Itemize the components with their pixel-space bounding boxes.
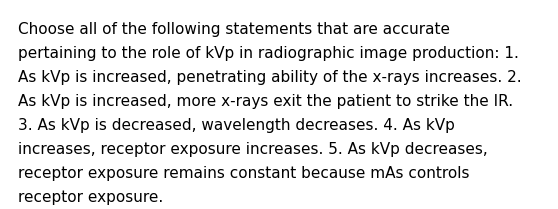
Text: Choose all of the following statements that are accurate: Choose all of the following statements t…: [18, 22, 450, 37]
Text: As kVp is increased, more x-rays exit the patient to strike the IR.: As kVp is increased, more x-rays exit th…: [18, 94, 513, 109]
Text: 3. As kVp is decreased, wavelength decreases. 4. As kVp: 3. As kVp is decreased, wavelength decre…: [18, 118, 455, 133]
Text: receptor exposure.: receptor exposure.: [18, 190, 163, 205]
Text: As kVp is increased, penetrating ability of the x-rays increases. 2.: As kVp is increased, penetrating ability…: [18, 70, 522, 85]
Text: increases, receptor exposure increases. 5. As kVp decreases,: increases, receptor exposure increases. …: [18, 142, 488, 157]
Text: receptor exposure remains constant because mAs controls: receptor exposure remains constant becau…: [18, 166, 469, 181]
Text: pertaining to the role of kVp in radiographic image production: 1.: pertaining to the role of kVp in radiogr…: [18, 46, 519, 61]
